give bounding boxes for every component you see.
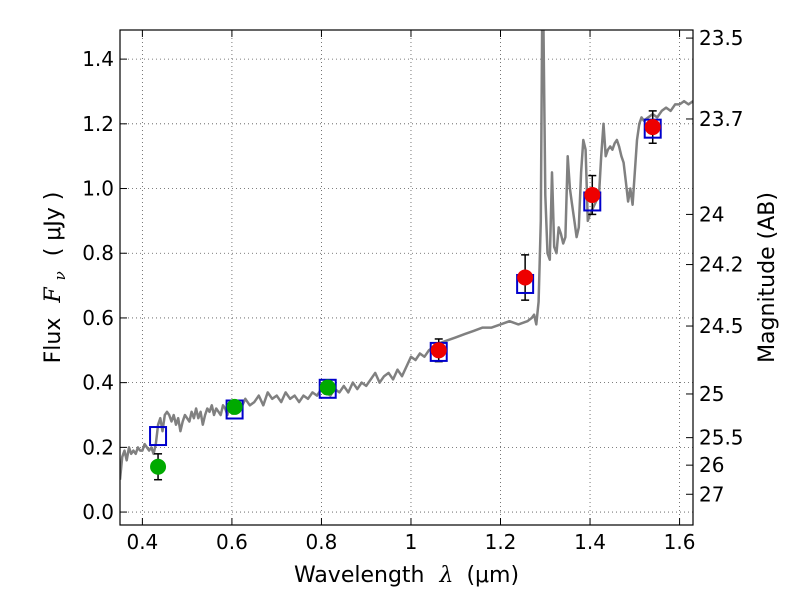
y2-tick-label: 25.5: [699, 426, 744, 450]
y2-tick-label: 24.2: [699, 253, 744, 277]
y-tick-labels: 0.0 0.2 0.4 0.6 0.8 1.0 1.2 1.4: [82, 47, 114, 524]
y2-tick-label: 23.5: [699, 26, 744, 50]
x-tick-labels: 0.4 0.6 0.8 1 1.2 1.4 1.6: [126, 530, 695, 554]
x-axis-label-text: Wavelength: [294, 563, 425, 588]
x-tick-label: 0.8: [306, 530, 338, 554]
y-tick-label: 1.4: [82, 47, 114, 71]
y-axis-label-unit: ( μJy ): [41, 192, 66, 257]
y2-tick-label: 25: [699, 382, 724, 406]
y2-tick-label: 27: [699, 482, 724, 506]
y2-tick-label: 26: [699, 453, 724, 477]
observed-point-red: [584, 187, 601, 203]
grid: [120, 30, 693, 525]
y2-tick-labels: 23.5 23.7 24 24.2 24.5 25 25.5 26 27: [699, 26, 744, 506]
y2-tick-label: 24: [699, 202, 724, 226]
observed-point-red: [430, 342, 447, 359]
spectrum-series: [120, 30, 693, 480]
y-tick-label: 1.0: [82, 177, 114, 201]
y-axis-label-symbol: F: [41, 287, 66, 304]
observed-point-green: [319, 379, 336, 396]
x-axis-label: Wavelength λ (μm): [294, 563, 519, 588]
y-axis-label: Flux F ν ( μJy ): [41, 192, 71, 364]
y-tick-label: 0.6: [82, 306, 114, 330]
model-point-marker: [149, 426, 168, 447]
observed-point-red: [644, 119, 661, 136]
y-axis-label-subscript: ν: [51, 271, 69, 280]
y-tick-label: 1.2: [82, 112, 114, 136]
y-axis-label-text: Flux: [41, 318, 66, 364]
x-axis-label-symbol: λ: [438, 563, 453, 588]
y2-axis-label: Magnitude (AB): [755, 192, 780, 363]
x-tick-label: 1.6: [664, 530, 696, 554]
spectrum-line: [120, 30, 693, 480]
observed-point-green: [226, 398, 243, 415]
x-tick-label: 1: [405, 530, 418, 554]
model-points-series: [149, 118, 662, 447]
plot-frame: [119, 29, 694, 526]
y2-tick-label: 24.5: [699, 314, 744, 338]
x-tick-label: 1.2: [485, 530, 517, 554]
observed-point-red: [517, 269, 534, 286]
y-tick-label: 0.8: [82, 241, 114, 265]
x-tick-label: 1.4: [574, 530, 606, 554]
axis-ticks: [120, 30, 693, 525]
observed-points-series: [150, 119, 661, 475]
y-tick-label: 0.4: [82, 371, 114, 395]
observed-point-green: [150, 458, 167, 475]
x-tick-label: 0.6: [216, 530, 248, 554]
x-tick-label: 0.4: [126, 530, 158, 554]
y-tick-label: 0.0: [82, 500, 114, 524]
x-axis-label-unit: (μm): [466, 563, 519, 588]
y-tick-label: 0.2: [82, 435, 114, 459]
y2-tick-label: 23.7: [699, 107, 744, 131]
